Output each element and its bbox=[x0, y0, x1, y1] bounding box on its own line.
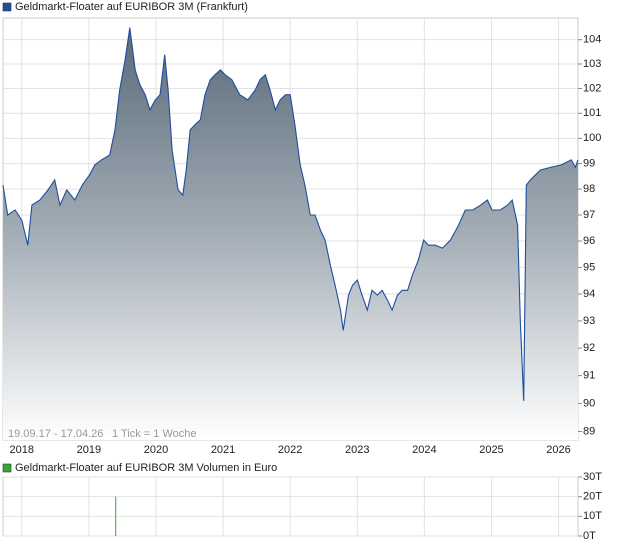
y-tick-label: 95 bbox=[583, 261, 595, 273]
y-tick-label: 99 bbox=[583, 158, 595, 170]
y-tick-label: 94 bbox=[583, 288, 595, 300]
y-tick-label: 93 bbox=[583, 315, 595, 327]
x-tick-label: 2021 bbox=[211, 444, 235, 456]
y-tick-label: 96 bbox=[583, 235, 595, 247]
price-line bbox=[2, 27, 579, 401]
y-tick-label: 89 bbox=[583, 425, 595, 437]
x-tick-label: 2024 bbox=[412, 444, 436, 456]
y-tick-label: 92 bbox=[583, 342, 595, 354]
y-tick-label: 20T bbox=[583, 491, 602, 503]
y-tick-label: 98 bbox=[583, 183, 595, 195]
y-tick-label: 103 bbox=[583, 58, 601, 70]
x-tick-label: 2020 bbox=[144, 444, 168, 456]
x-tick-label: 2023 bbox=[345, 444, 369, 456]
y-tick-label: 97 bbox=[583, 209, 595, 221]
x-tick-label: 2026 bbox=[546, 444, 570, 456]
x-tick-label: 2018 bbox=[10, 444, 34, 456]
y-tick-label: 102 bbox=[583, 82, 601, 94]
y-tick-label: 10T bbox=[583, 510, 602, 522]
y-tick-label: 101 bbox=[583, 107, 601, 119]
legend-swatch bbox=[2, 2, 12, 12]
area-fill bbox=[3, 27, 578, 440]
y-tick-label: 100 bbox=[583, 132, 601, 144]
legend-label: Geldmarkt-Floater auf EURIBOR 3M (Frankf… bbox=[15, 1, 248, 13]
y-tick-label: 30T bbox=[583, 471, 602, 483]
y-tick-label: 90 bbox=[583, 397, 595, 409]
legend-label: Geldmarkt-Floater auf EURIBOR 3M Volumen… bbox=[15, 462, 277, 474]
legend-swatch bbox=[2, 463, 12, 473]
x-tick-label: 2025 bbox=[479, 444, 503, 456]
x-tick-label: 2022 bbox=[278, 444, 302, 456]
y-tick-label: 91 bbox=[583, 370, 595, 382]
date-range: 19.09.17 - 17.04.26 bbox=[8, 428, 103, 440]
y-tick-label: 0T bbox=[583, 530, 596, 542]
interval-note: 1 Tick = 1 Woche bbox=[112, 428, 196, 440]
y-tick-label: 104 bbox=[583, 34, 601, 46]
x-tick-label: 2019 bbox=[77, 444, 101, 456]
